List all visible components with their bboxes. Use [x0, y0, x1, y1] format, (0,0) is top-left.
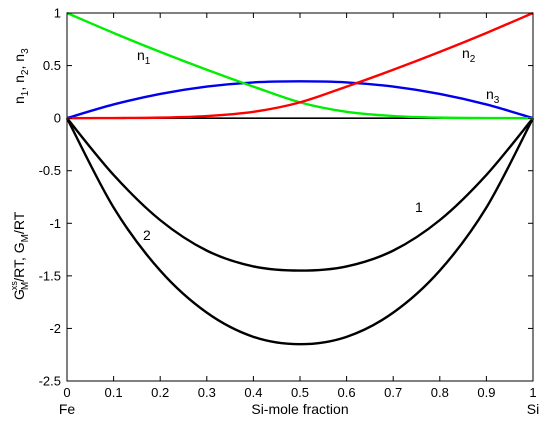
x-end-label-fe: Fe — [59, 401, 76, 417]
labels: Si-mole fraction Fe Si n1 n2 n3 1 2 n1, n2, n3 Gx… — [9, 45, 539, 417]
series-line-n3 — [66, 80, 534, 120]
y-axis-title-upper: n1, n2, n3 — [11, 48, 31, 104]
y-tick-label: -1 — [49, 216, 61, 231]
y-tick-label: -1.5 — [39, 268, 61, 283]
x-tick-label: 0.4 — [244, 385, 262, 400]
x-end-label-si: Si — [527, 401, 539, 417]
curve-label-n3: n3 — [486, 86, 500, 106]
y-tick-label: 1 — [54, 6, 61, 21]
series-line-n2 — [66, 11, 534, 120]
y-tick-label: -2 — [49, 321, 61, 336]
x-tick-label: 0.1 — [105, 385, 123, 400]
x-tick-label: 0.7 — [384, 385, 402, 400]
y-tick-label: -2.5 — [39, 374, 61, 389]
x-tick-label: 0 — [63, 385, 70, 400]
curve-label-n2: n2 — [462, 45, 476, 65]
series-line-g2 — [65, 117, 535, 346]
x-tick-label: 1 — [529, 385, 536, 400]
x-tick-label: 0.6 — [338, 385, 356, 400]
curve-label-n1: n1 — [137, 47, 151, 67]
series-line-g1 — [66, 117, 534, 272]
x-tick-label: 0.3 — [198, 385, 216, 400]
x-tick-label: 0.9 — [477, 385, 495, 400]
y-axis-title-lower: GxsM/RT, GM/RT — [9, 211, 31, 300]
y-tick-label: 0 — [54, 111, 61, 126]
x-axis-title: Si-mole fraction — [251, 401, 348, 417]
curve-label-g2: 2 — [143, 227, 151, 243]
y-tick-label: 0.5 — [43, 58, 61, 73]
axis-ticks: 0 0.1 0.2 0.3 0.4 0.5 0.6 0.7 0.8 0.9 1 1 0.5 0 -0.5 -1… — [39, 6, 537, 401]
y-tick-label: -0.5 — [39, 163, 61, 178]
x-tick-label: 0.8 — [431, 385, 449, 400]
x-tick-label: 0.2 — [151, 385, 169, 400]
plot-frame — [66, 12, 534, 382]
x-tick-label: 0.5 — [291, 385, 309, 400]
curves — [65, 11, 535, 346]
curve-label-g1: 1 — [415, 199, 423, 215]
plot-area — [66, 12, 534, 382]
